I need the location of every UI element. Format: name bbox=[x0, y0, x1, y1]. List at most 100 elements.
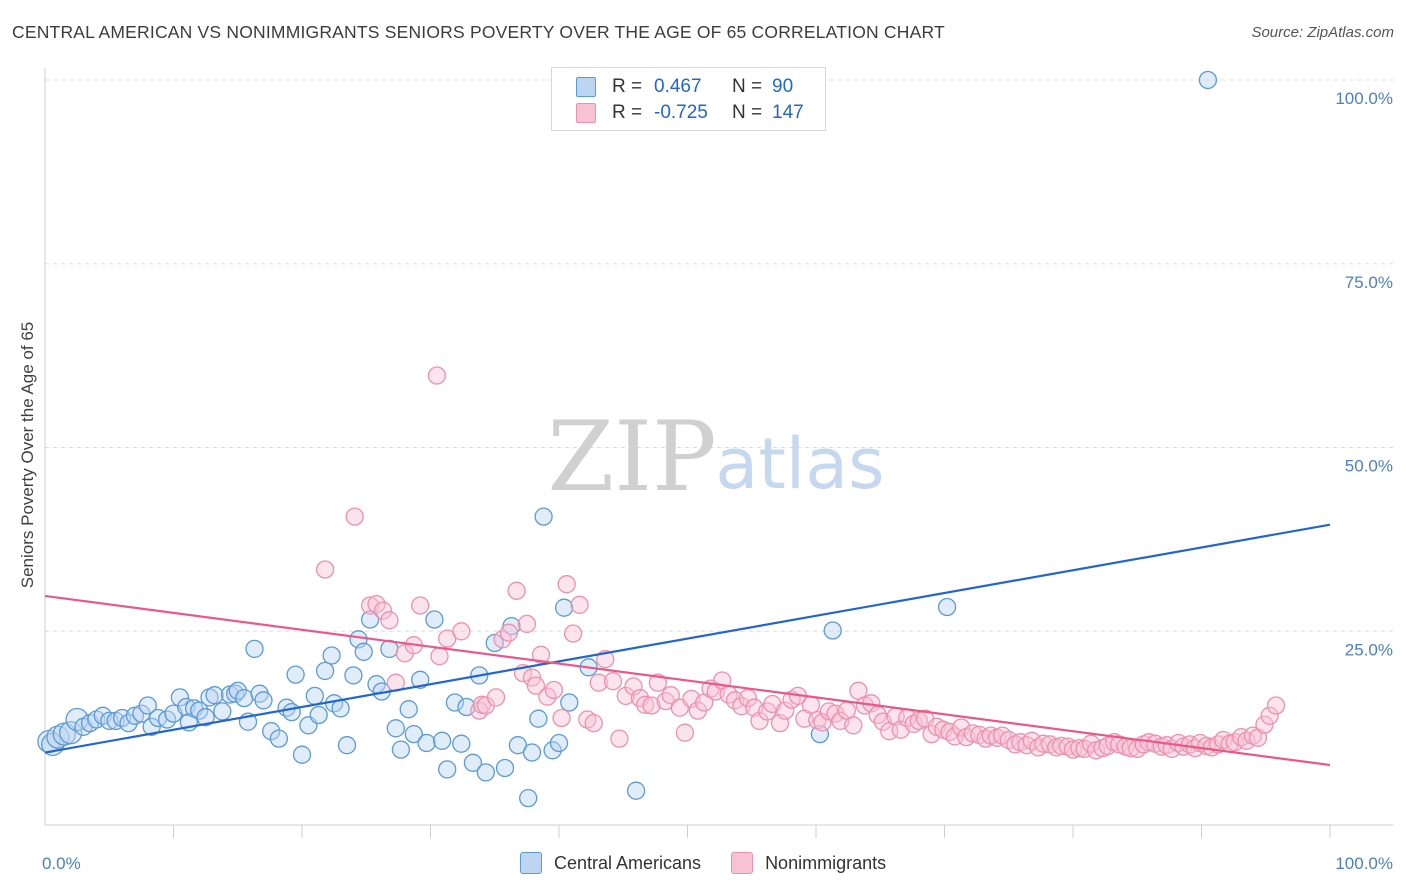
legend-swatch-blue bbox=[576, 77, 596, 97]
y-tick-label: 75.0% bbox=[1345, 273, 1393, 292]
blue-point bbox=[282, 702, 301, 722]
blue-point bbox=[305, 686, 324, 706]
pink-point bbox=[570, 595, 589, 614]
legend-n-value: 90 bbox=[772, 76, 794, 97]
blue-point bbox=[508, 736, 528, 755]
pink-point bbox=[776, 701, 795, 720]
blue-point bbox=[560, 693, 579, 712]
blue-point bbox=[119, 713, 138, 733]
blue-point bbox=[445, 693, 465, 712]
blue-point bbox=[337, 736, 357, 755]
blue-point bbox=[245, 639, 264, 659]
pink-point bbox=[675, 723, 695, 742]
pink-point bbox=[507, 581, 526, 600]
pink-point bbox=[563, 624, 583, 643]
pink-point bbox=[538, 687, 557, 706]
correlation-legend: R = 0.467 N = 90 R = -0.725 N = 147 bbox=[551, 67, 826, 131]
blue-point bbox=[286, 665, 305, 684]
trendline-nonimmigrants bbox=[44, 594, 1331, 767]
pink-point bbox=[603, 672, 623, 691]
pink-point bbox=[367, 594, 386, 614]
blue-point bbox=[937, 597, 957, 617]
pink-point bbox=[430, 647, 449, 666]
pink-point bbox=[904, 714, 923, 734]
grid-lines bbox=[45, 79, 1393, 632]
pink-point bbox=[584, 713, 603, 733]
blue-point bbox=[476, 763, 495, 782]
blue-point bbox=[254, 691, 273, 710]
pink-point bbox=[1266, 696, 1286, 715]
legend-item-nonimmigrants: Nonimmigrants bbox=[731, 852, 886, 874]
source-label: Source: ZipAtlas.com bbox=[1251, 24, 1394, 41]
x-tick-label-min: 0.0% bbox=[42, 854, 81, 873]
pink-point bbox=[642, 696, 661, 715]
y-tick-label: 100.0% bbox=[1335, 89, 1393, 108]
pink-point bbox=[844, 716, 863, 735]
blue-point bbox=[235, 688, 254, 708]
trendline-central-americans bbox=[44, 523, 1331, 754]
blue-point bbox=[386, 719, 405, 738]
pink-point bbox=[526, 676, 546, 695]
legend-swatch-pink bbox=[576, 103, 596, 123]
blue-point bbox=[438, 760, 457, 779]
trendlines bbox=[44, 523, 1331, 767]
pink-point bbox=[544, 680, 564, 700]
pink-point bbox=[1255, 715, 1274, 734]
blue-point bbox=[205, 686, 224, 705]
watermark: ZIP atlas bbox=[547, 401, 884, 513]
pink-point bbox=[738, 688, 758, 708]
blue-point bbox=[269, 729, 289, 748]
pink-point bbox=[486, 688, 506, 707]
pink-point bbox=[493, 630, 512, 649]
legend-n-label: N = bbox=[732, 102, 763, 123]
legend-swatch-blue bbox=[520, 852, 542, 874]
pink-point bbox=[517, 614, 537, 634]
blue-point bbox=[138, 696, 157, 715]
blue-point bbox=[213, 702, 232, 721]
blue-point bbox=[228, 681, 247, 700]
legend-label: Central Americans bbox=[554, 852, 702, 873]
blue-point bbox=[262, 722, 281, 741]
x-tick-label-max: 100.0% bbox=[1335, 854, 1393, 873]
pink-point bbox=[1260, 706, 1279, 725]
pink-point bbox=[1022, 731, 1042, 750]
pink-point bbox=[531, 645, 551, 664]
blue-point bbox=[331, 699, 350, 718]
blue-point bbox=[549, 733, 569, 753]
blue-point bbox=[391, 740, 411, 759]
legend-row-nonimmigrants: R = -0.725 N = 147 bbox=[576, 100, 804, 126]
legend-r-label: R = bbox=[612, 102, 643, 123]
y-tick-label: 50.0% bbox=[1345, 457, 1393, 476]
blue-point bbox=[399, 700, 418, 719]
pink-point bbox=[813, 713, 832, 732]
chart-title: CENTRAL AMERICAN VS NONIMMIGRANTS SENIOR… bbox=[12, 22, 945, 42]
series-legend: Central Americans Nonimmigrants bbox=[520, 852, 916, 874]
blue-point bbox=[519, 788, 538, 808]
blue-point bbox=[46, 725, 70, 749]
pink-point bbox=[427, 366, 447, 385]
blue-point bbox=[404, 724, 423, 744]
blue-point bbox=[344, 666, 363, 685]
blue-point bbox=[810, 724, 830, 744]
blue-point bbox=[196, 708, 215, 727]
axes bbox=[44, 68, 1393, 838]
pink-point bbox=[1052, 736, 1071, 756]
blue-point bbox=[425, 610, 444, 629]
watermark-zip: ZIP bbox=[547, 401, 716, 513]
pink-point bbox=[452, 622, 471, 641]
pink-point bbox=[552, 708, 571, 728]
pink-point bbox=[373, 601, 393, 620]
blue-point bbox=[190, 701, 209, 720]
legend-r-value: 0.467 bbox=[654, 76, 702, 97]
pink-point bbox=[635, 695, 655, 714]
pink-point bbox=[345, 507, 364, 526]
watermark-atlas: atlas bbox=[715, 423, 884, 505]
pink-point bbox=[750, 711, 769, 731]
blue-point bbox=[1198, 70, 1218, 90]
blue-point bbox=[309, 705, 328, 725]
blue-point bbox=[522, 743, 542, 762]
legend-r-value: -0.725 bbox=[654, 102, 708, 123]
blue-point bbox=[529, 709, 548, 728]
blue-point bbox=[543, 741, 562, 760]
